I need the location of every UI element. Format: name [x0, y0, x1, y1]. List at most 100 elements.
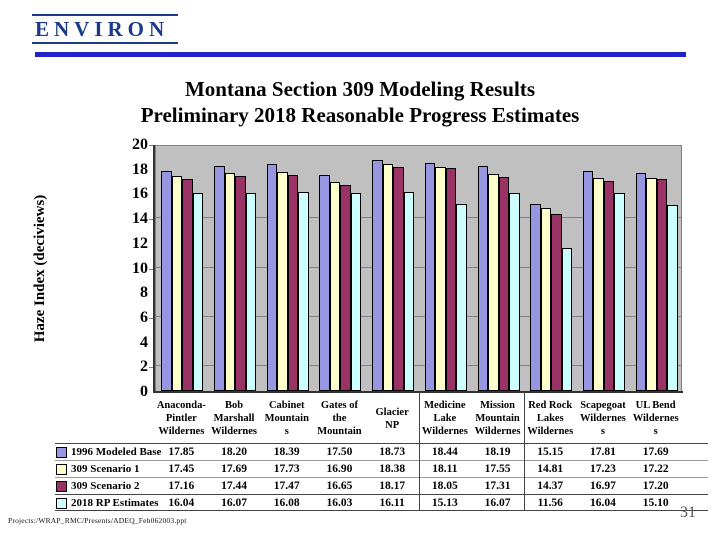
bar [372, 159, 383, 391]
category-label-line: Mountain [317, 426, 362, 437]
table-value: 15.13 [431, 497, 458, 509]
y-tick-mark [149, 145, 155, 146]
bar [182, 179, 193, 391]
table-value: 18.19 [484, 446, 511, 458]
table-value: 15.15 [537, 446, 564, 458]
legend-label: 1996 Modeled Base [71, 446, 162, 458]
table-value: 17.55 [484, 463, 511, 475]
bar [635, 172, 647, 391]
category-label-line: the [332, 413, 347, 424]
table-value: 16.08 [273, 497, 300, 509]
gridline [156, 365, 681, 367]
bar [603, 181, 615, 391]
table-value: 17.69 [642, 446, 669, 458]
table-value: 18.11 [432, 463, 458, 475]
category-label-line: Mountain [264, 413, 309, 424]
y-tick-label: 4 [140, 333, 148, 351]
bar [393, 166, 404, 391]
category-label-line: s [600, 426, 605, 437]
bar [435, 167, 446, 391]
category-label: Anaconda- Pintler Wildernes [155, 395, 208, 442]
legend-label: 309 Scenario 2 [71, 480, 140, 492]
slide-title-line1: Montana Section 309 Modeling Results [184, 77, 535, 101]
header-divider-rule [35, 52, 686, 57]
table-value: 17.47 [273, 480, 300, 492]
table-value: 18.73 [379, 446, 406, 458]
category-label-line: Wildernes [474, 426, 521, 437]
bar [192, 192, 204, 391]
table-value: 16.90 [326, 463, 353, 475]
table-column-divider [524, 392, 525, 510]
table-row-divider [55, 477, 708, 478]
bar-group [472, 146, 525, 391]
y-tick-label: 0 [140, 383, 148, 400]
category-label-line: Scapegoat [580, 400, 626, 411]
bar [424, 163, 436, 391]
category-label-line: Cabinet [268, 400, 305, 411]
bar-group [578, 146, 631, 391]
bar-group [367, 146, 420, 391]
y-tick-label: 16 [132, 185, 148, 203]
bar [456, 204, 467, 391]
environ-logo: ENVIRON [32, 14, 178, 44]
table-value: 17.31 [484, 480, 511, 492]
table-value: 18.39 [273, 446, 300, 458]
category-label-line: Mountain [475, 413, 520, 424]
category-label-line: s [284, 426, 289, 437]
bar [235, 175, 246, 391]
table-value: 11.56 [537, 497, 563, 509]
category-label-line: Glacier [375, 406, 409, 418]
table-row-divider [55, 460, 708, 461]
bar [382, 164, 394, 391]
y-tick-label: 20 [132, 136, 148, 153]
y-tick-mark [149, 219, 155, 221]
table-value: 14.37 [537, 480, 564, 492]
category-label-line: Wildernes [211, 426, 257, 437]
table-value: 16.04 [590, 497, 616, 509]
category-label: Cabinet Mountain s [260, 395, 313, 442]
category-label: Bob Marshall Wildernes [208, 395, 261, 442]
category-label: Gates of the Mountain [313, 395, 366, 442]
gridline [156, 266, 681, 268]
table-value: 16.03 [326, 497, 353, 509]
category-label-line: Wildernes [527, 426, 574, 437]
bar [530, 203, 541, 391]
y-tick-label: 14 [132, 210, 148, 228]
category-label-line: Wildernes [421, 426, 468, 437]
category-label: Glacier NP [366, 395, 419, 442]
table-value: 18.44 [431, 446, 458, 458]
slide-title: Montana Section 309 Modeling Results Pre… [0, 76, 720, 128]
table-value: 18.38 [379, 463, 406, 475]
bar [245, 192, 257, 391]
table-value: 17.44 [221, 480, 247, 492]
bar [540, 208, 552, 391]
category-label-line: Wildernes [158, 426, 205, 437]
bar [214, 166, 225, 391]
bar [340, 185, 351, 391]
bar [593, 178, 604, 391]
y-axis-title-wrap: Haze Index (deciviews) [28, 145, 54, 392]
category-label-line: Lake [433, 413, 457, 424]
bar-group [630, 146, 683, 391]
table-value: 17.16 [168, 480, 195, 492]
category-label-line: Red Rock [528, 400, 573, 411]
category-label-line: Bob [224, 400, 244, 411]
legend-label: 2018 RP Estimates [71, 497, 159, 509]
bar [329, 182, 341, 391]
bar-group [420, 146, 473, 391]
category-label-line: Mission [480, 400, 516, 411]
logo-text: ENVIRON [35, 17, 170, 41]
table-value: 16.97 [590, 480, 616, 492]
bar [551, 213, 562, 391]
gridline [156, 315, 681, 317]
y-tick-label: 12 [132, 234, 148, 252]
bar [161, 170, 172, 391]
bar [646, 178, 657, 391]
bar [656, 178, 668, 391]
legend-label: 309 Scenario 1 [71, 463, 140, 475]
category-label: Red Rock Lakes Wildernes [524, 395, 577, 442]
legend-swatch [56, 480, 67, 492]
table-value: 16.07 [221, 497, 247, 509]
category-label: Medicine Lake Wildernes [419, 395, 472, 442]
table-value: 16.11 [379, 497, 405, 509]
